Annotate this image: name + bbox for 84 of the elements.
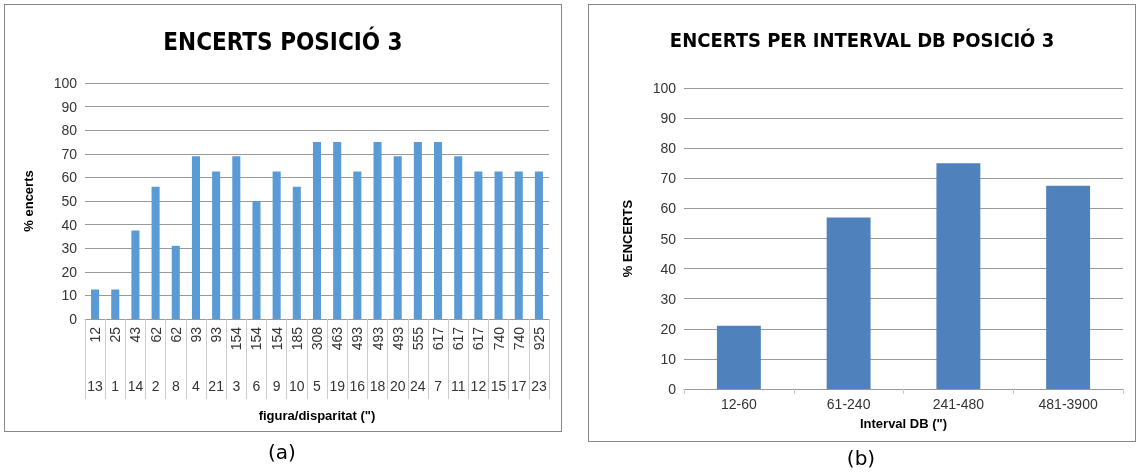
- x-tick-label: 12-60: [720, 396, 757, 412]
- category-label: 154 3: [228, 327, 245, 394]
- bar: [716, 325, 761, 389]
- bar: [413, 142, 422, 319]
- bar: [474, 171, 483, 319]
- y-tick-label: 90: [61, 98, 78, 115]
- y-tick-label: 90: [660, 110, 677, 127]
- bar: [91, 289, 100, 319]
- y-tick-label: 30: [61, 240, 78, 257]
- category-label: 740 17: [510, 327, 527, 394]
- y-tick-label: 20: [660, 320, 677, 337]
- category-label: 43 14: [127, 327, 144, 394]
- bar: [373, 142, 382, 319]
- y-tick-label: 80: [660, 140, 677, 157]
- bar: [252, 201, 261, 319]
- bar: [434, 142, 443, 319]
- y-tick-label: 100: [652, 80, 677, 96]
- bar: [212, 171, 221, 319]
- y-tick-label: 0: [668, 381, 677, 397]
- bar: [494, 171, 503, 319]
- category-label: 617 7: [430, 327, 447, 394]
- category-label: 25 1: [107, 327, 124, 394]
- category-label: 740 15: [490, 327, 507, 394]
- bar: [191, 156, 200, 319]
- y-tick-label: 50: [660, 230, 677, 247]
- y-tick-label: 60: [660, 200, 677, 217]
- category-label: 493 18: [369, 327, 386, 394]
- x-tick-label: 481-3900: [1038, 396, 1098, 412]
- category-label: 154 9: [268, 327, 285, 394]
- y-tick-label: 40: [61, 216, 78, 233]
- bar: [151, 186, 160, 319]
- y-tick-label: 100: [53, 75, 78, 91]
- x-axis-title: Interval DB ("): [859, 416, 948, 431]
- category-label: 154 6: [248, 327, 265, 394]
- bar: [272, 171, 281, 319]
- category-label: 185 10: [288, 327, 305, 394]
- category-label: 493 16: [349, 327, 366, 394]
- y-tick-label: 10: [61, 287, 78, 304]
- bar: [936, 163, 981, 389]
- y-tick-label: 60: [61, 169, 78, 186]
- y-tick-label: 10: [660, 350, 677, 367]
- y-axis-title: % ENCERTS: [620, 199, 635, 278]
- bar: [312, 142, 322, 319]
- chart-title: ENCERTS PER INTERVAL DB POSICIÓ 3: [669, 28, 1055, 52]
- category-label: 617 12: [470, 327, 487, 394]
- x-axis-title: figura/disparitat ("): [258, 408, 376, 423]
- bar: [171, 245, 180, 319]
- category-label: 93 21: [208, 327, 225, 394]
- bar: [393, 156, 402, 319]
- bar: [826, 217, 871, 389]
- category-label: 12 13: [87, 327, 104, 394]
- category-label: 93 4: [187, 327, 204, 394]
- y-axis-title: % encerts: [21, 170, 36, 232]
- y-tick-label: 70: [61, 145, 78, 162]
- bar: [454, 156, 463, 319]
- y-tick-label: 40: [660, 260, 677, 277]
- category-label: 62 8: [167, 327, 184, 394]
- text: (b): [845, 446, 877, 470]
- text: (a): [267, 440, 297, 464]
- category-label: 463 19: [329, 327, 346, 394]
- y-tick-label: 70: [660, 170, 677, 187]
- bar: [1046, 185, 1091, 389]
- bar: [292, 186, 301, 319]
- bar: [232, 156, 241, 319]
- chart-title: ENCERTS POSICIÓ 3: [163, 26, 403, 56]
- category-label: 555 24: [409, 327, 426, 394]
- bar: [514, 171, 523, 319]
- bar: [111, 289, 120, 319]
- y-tick-label: 30: [660, 290, 677, 307]
- y-tick-label: 20: [61, 263, 78, 280]
- category-label: 617 11: [450, 327, 467, 394]
- y-tick-label: 80: [61, 122, 78, 139]
- y-tick-label: 0: [69, 311, 78, 327]
- x-tick-label: 61-240: [826, 396, 871, 412]
- category-label: 62 2: [147, 327, 164, 394]
- y-tick-label: 50: [61, 193, 78, 209]
- bar: [353, 171, 362, 319]
- x-tick-label: 241-480: [932, 396, 985, 412]
- bar: [534, 171, 543, 319]
- bar: [131, 230, 140, 319]
- category-label: 925 23: [530, 327, 547, 394]
- bar: [333, 142, 342, 319]
- category-label: 308 5: [309, 327, 325, 394]
- category-label: 493 20: [389, 327, 406, 394]
